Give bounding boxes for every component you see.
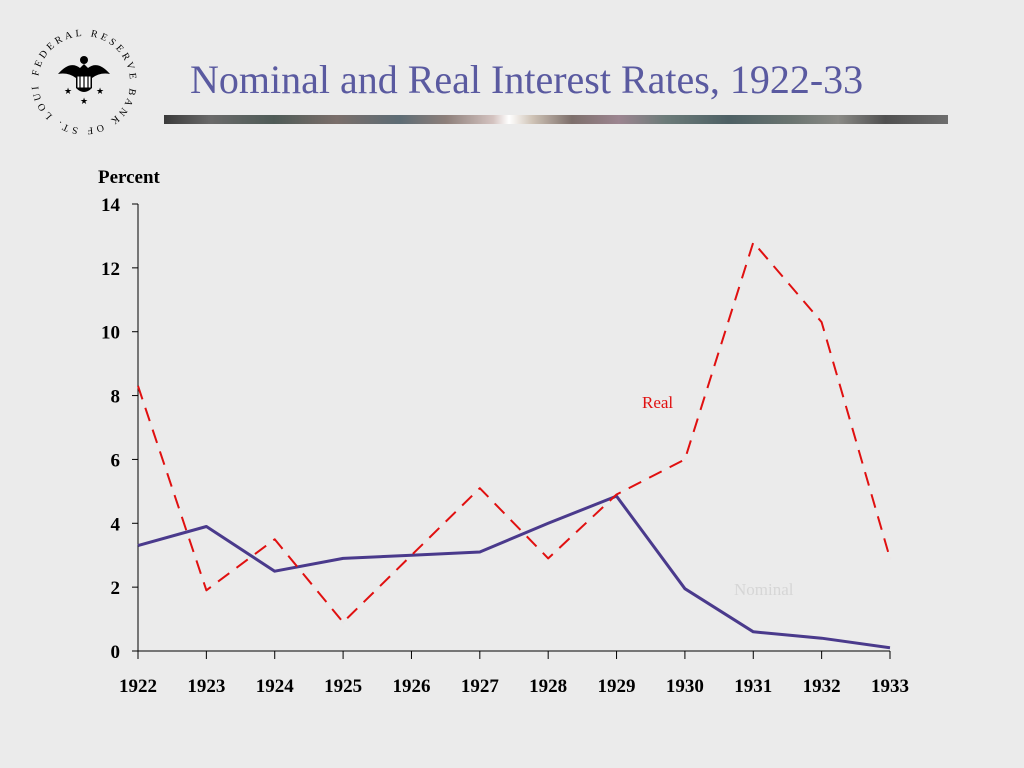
page-title: Nominal and Real Interest Rates, 1922-33 [190,57,864,102]
y-tick-label: 12 [101,259,120,280]
data-point-nominal [342,557,345,560]
series-line-real [137,241,891,624]
x-tick-label: 1927 [461,676,500,697]
x-tick-label: 1932 [803,676,841,697]
x-tick-label: 1930 [666,676,704,697]
fed-st-louis-logo: FEDERAL RESERVE BANK OF ST. LOUIS ★ ★ ★ [26,24,135,136]
y-tick-label: 8 [111,387,121,408]
title-divider [164,115,948,124]
data-point-real [615,493,618,496]
data-point-real [889,557,892,560]
data-point-real [342,621,345,624]
data-point-nominal [889,646,892,649]
series-label-real: Real [642,393,673,412]
x-tick-label: 1929 [598,676,636,697]
data-point-nominal [752,630,755,633]
data-point-real [205,589,208,592]
data-point-real [410,554,413,557]
x-tick-label: 1923 [187,676,225,697]
data-point-nominal [137,544,140,547]
data-point-real [547,557,550,560]
y-tick-label: 4 [111,514,121,535]
data-point-real [752,241,755,244]
data-point-real [273,538,276,541]
data-point-nominal [478,551,481,554]
x-tick-label: 1924 [256,676,295,697]
data-point-nominal [205,525,208,528]
eagle-icon [58,56,110,92]
data-point-real [820,321,823,324]
x-tick-label: 1933 [871,676,909,697]
y-tick-label: 10 [101,323,120,344]
data-point-real [478,487,481,490]
y-tick-label: 6 [111,450,121,471]
chart-series [137,241,892,650]
data-point-nominal [820,637,823,640]
x-tick-label: 1926 [392,676,430,697]
series-line-nominal [137,494,891,650]
svg-text:★: ★ [80,96,88,106]
chart-axes: 0 2 4 6 8 10 12 14 1922 1923 1924 1925 1926 1927 1928 1… [101,195,909,697]
series-label-nominal: Nominal [734,580,794,599]
data-point-nominal [547,522,550,525]
x-tick-label: 1931 [734,676,772,697]
data-point-nominal [683,587,686,590]
data-point-real [137,384,140,387]
y-tick-label: 2 [111,578,121,599]
y-tick-label: 0 [111,642,121,663]
data-point-real [683,458,686,461]
x-tick-label: 1925 [324,676,362,697]
y-tick-label: 14 [101,195,121,216]
x-tick-label: 1928 [529,676,567,697]
star-icon: ★ ★ ★ [64,86,104,106]
chart-labels: Percent Real Nominal [98,167,794,599]
data-point-nominal [273,570,276,573]
svg-text:★: ★ [64,86,72,96]
svg-text:★: ★ [96,86,104,96]
x-tick-label: 1922 [119,676,157,697]
y-axis-label: Percent [98,167,161,188]
